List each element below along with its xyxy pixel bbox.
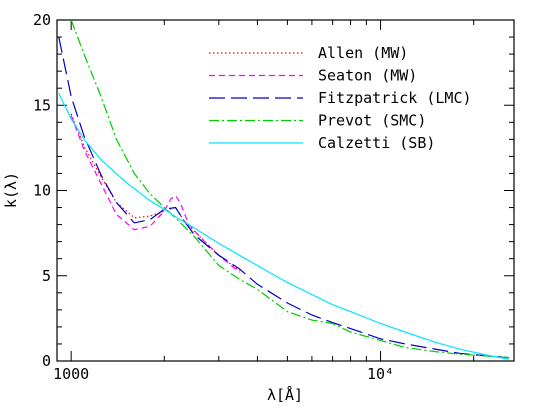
plot-frame [56, 19, 515, 362]
x-tick-label: 10⁴ [367, 365, 394, 383]
legend-label-0: Allen (MW) [318, 44, 408, 62]
y-tick-label: 20 [33, 11, 51, 29]
axis-ticks [56, 19, 514, 362]
legend: Allen (MW) Seaton (MW) Fitzpatrick (LMC) Pr… [209, 44, 472, 152]
legend-label-2: Fitzpatrick (LMC) [318, 89, 472, 107]
series-line-4 [58, 93, 510, 360]
legend-label-1: Seaton (MW) [318, 67, 417, 85]
y-tick-label: 10 [33, 182, 51, 200]
y-tick-label: 15 [33, 96, 51, 114]
series-lines [58, 20, 510, 360]
x-tick-label: 1000 [53, 365, 89, 383]
y-tick-label: 5 [42, 267, 51, 285]
legend-label-3: Prevot (SMC) [318, 112, 426, 130]
y-tick-label: 0 [42, 352, 51, 370]
series-line-3 [70, 20, 509, 359]
legend-label-4: Calzetti (SB) [318, 134, 435, 152]
y-axis-label: k(λ) [2, 172, 20, 208]
axis-tick-labels: 0 5 10 15 20 1000 10⁴ [33, 11, 394, 383]
series-line-0 [70, 113, 240, 272]
series-line-1 [70, 115, 240, 273]
x-axis-label: λ[Å] [267, 385, 303, 404]
